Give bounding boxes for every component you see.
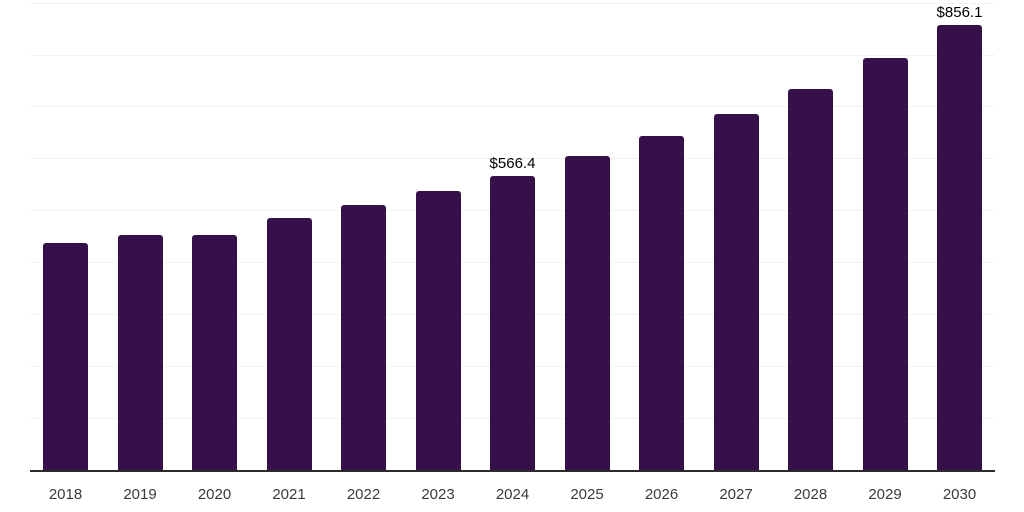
bar-value-label: $566.4: [489, 154, 536, 172]
bar-2020: [192, 235, 237, 470]
x-tick-label: 2029: [868, 486, 902, 503]
x-tick-label: 2020: [197, 486, 232, 503]
bar-2018: [43, 243, 88, 470]
x-tick-label: 2024: [495, 486, 530, 503]
bar-2023: [415, 191, 461, 470]
bar-2021: [266, 218, 312, 470]
gridline: [30, 158, 995, 160]
plot-area: $566.4 $856.1: [30, 0, 995, 472]
x-tick-label: 2021: [272, 486, 306, 503]
gridline: [30, 2, 995, 4]
gridline: [30, 54, 995, 56]
bar-2028: [788, 88, 833, 470]
bar-2027: [713, 113, 759, 470]
x-tick-label: 2027: [719, 486, 753, 503]
x-axis-labels: 2018 2019 2020 2021 2022 2023 2024 2025 2026 2027…: [30, 486, 995, 506]
bar-2029: [862, 58, 908, 470]
bar-2030: [937, 25, 982, 470]
bar-value-label: $856.1: [936, 4, 983, 22]
x-tick-label: 2023: [421, 486, 455, 503]
bar-2019: [117, 234, 163, 470]
x-tick-label: 2028: [793, 486, 828, 503]
gridline: [30, 106, 995, 108]
bar-2022: [341, 205, 386, 470]
bar-2025: [564, 156, 610, 470]
x-tick-label: 2018: [48, 486, 83, 503]
bar-2026: [639, 136, 684, 470]
bar-2024: [490, 175, 535, 470]
x-tick-label: 2026: [644, 486, 679, 503]
x-tick-label: 2030: [942, 486, 977, 503]
x-tick-label: 2022: [346, 486, 381, 503]
x-tick-label: 2019: [123, 486, 157, 503]
x-tick-label: 2025: [570, 486, 604, 503]
